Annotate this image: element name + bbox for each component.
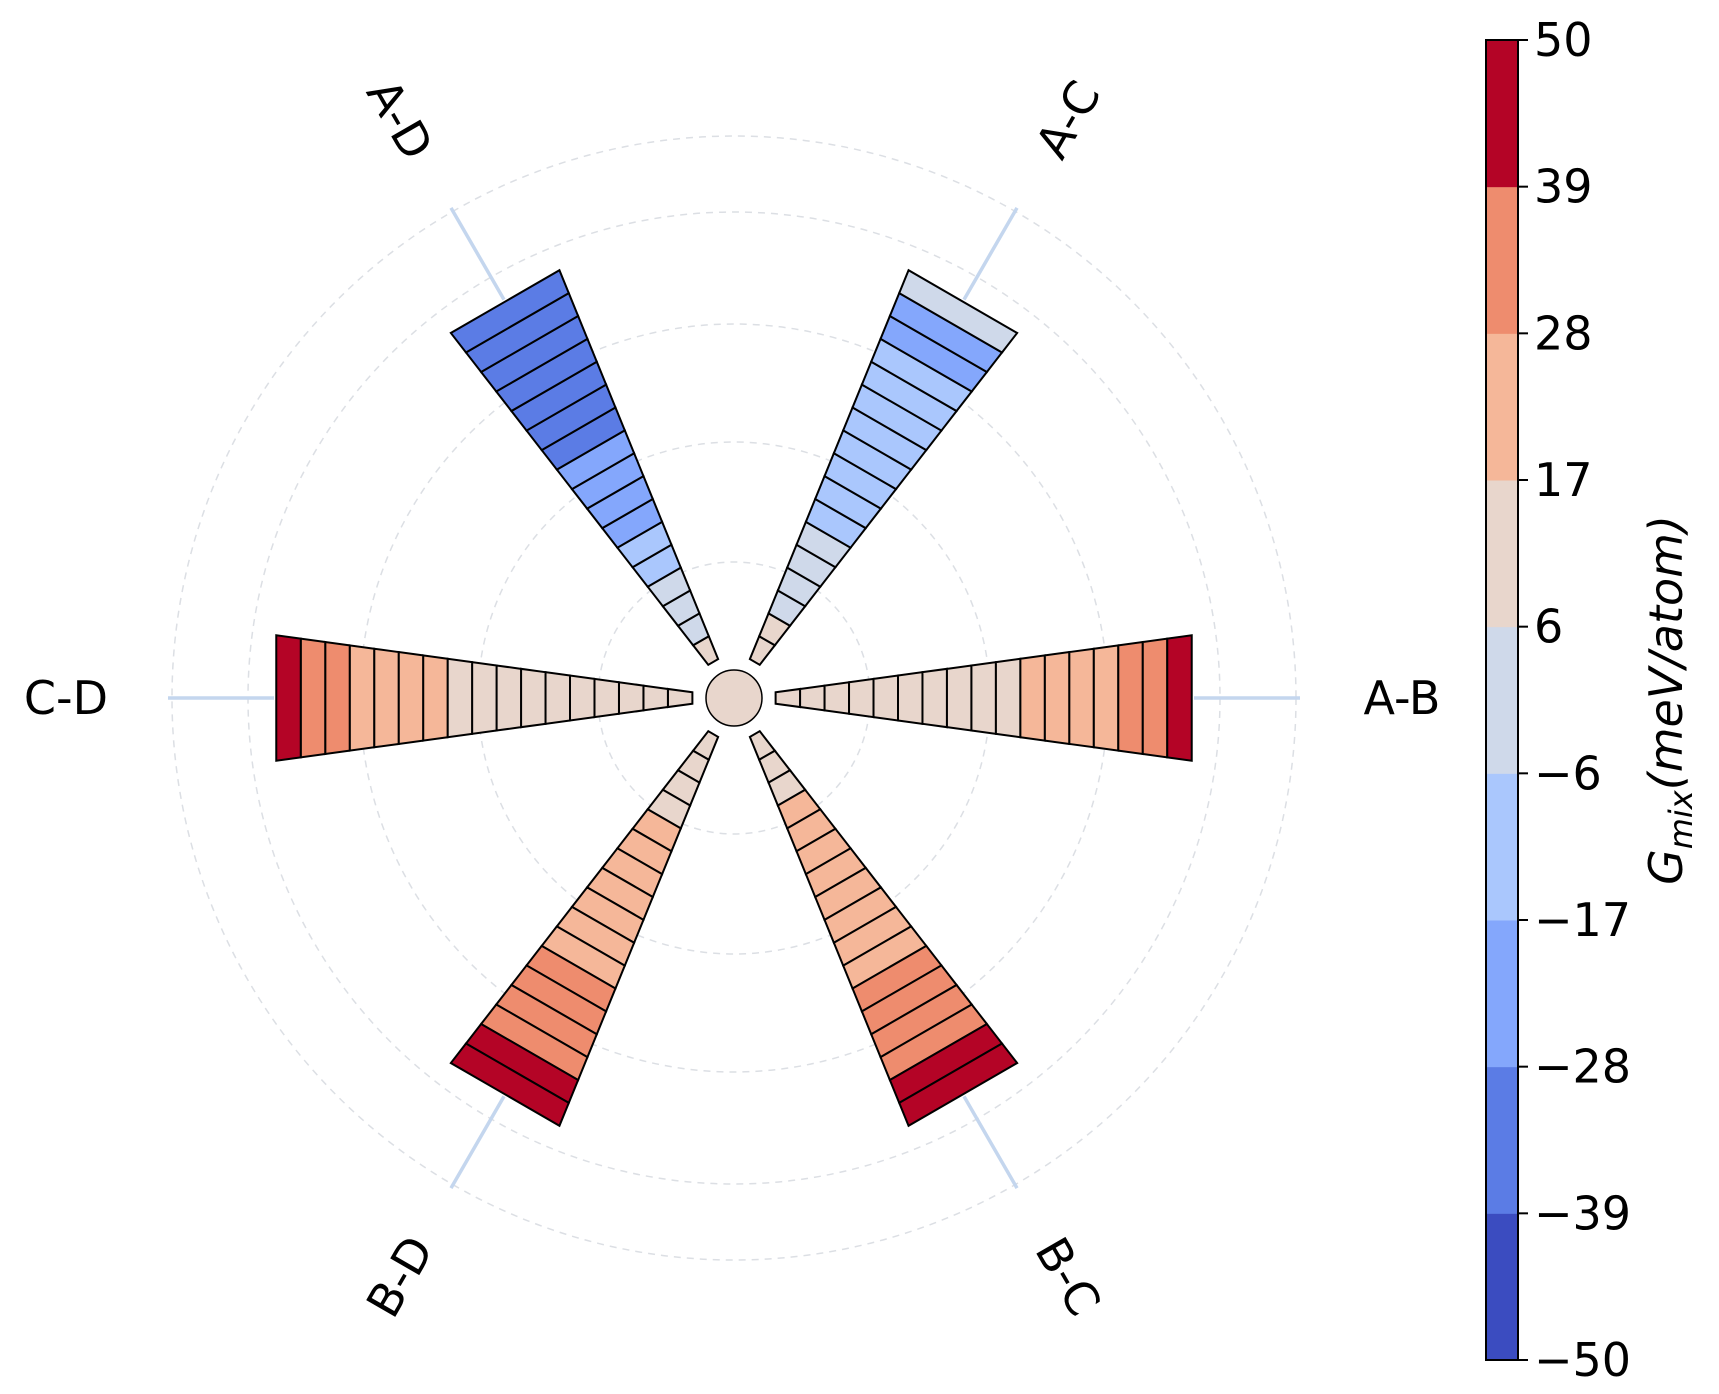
- colorbar-band: [1486, 333, 1518, 481]
- bar-segment: [897, 1042, 1019, 1128]
- bar-segment: [848, 677, 875, 719]
- pair-label: A-C: [1025, 72, 1111, 168]
- bar-B-D: [449, 729, 720, 1128]
- bar-segment: [945, 664, 973, 732]
- bar-segment: [970, 660, 997, 736]
- spoke-line: [962, 1095, 1019, 1190]
- bar-A-D: [449, 268, 720, 667]
- colorbar-tick-label: −50: [1534, 1333, 1631, 1387]
- bar-segment: [774, 687, 802, 709]
- colorbar-band: [1486, 186, 1518, 334]
- pair-label: B-C: [1025, 1228, 1112, 1325]
- bar-segment: [1117, 640, 1144, 756]
- pair-label: C-D: [24, 671, 108, 725]
- bar-B-C: [748, 729, 1019, 1128]
- bar-segment: [324, 640, 351, 756]
- colorbar-tick-label: 6: [1534, 600, 1563, 654]
- bar-segment: [449, 268, 571, 354]
- bar-segment: [897, 268, 1019, 354]
- bar-segment: [872, 674, 899, 722]
- colorbar-band: [1486, 920, 1518, 1068]
- center-disc: [705, 669, 763, 727]
- colorbar-tick-label: 17: [1534, 453, 1593, 507]
- spoke-line: [449, 1095, 506, 1190]
- colorbar-tick-label: −39: [1534, 1186, 1631, 1240]
- bar-segment: [1043, 650, 1071, 746]
- bar-segment: [799, 684, 826, 712]
- colorbar-band: [1486, 480, 1518, 628]
- bar-segment: [1092, 644, 1120, 752]
- colorbar: 50 39 28 17 6 −6 −17 −28 −39 −50 Gmix(meV/atom): [1485, 13, 1700, 1387]
- bar-segment: [823, 681, 851, 715]
- colorbar-tick-label: −17: [1534, 893, 1631, 947]
- bar-segment: [348, 644, 376, 752]
- colorbar-tick-label: 39: [1534, 160, 1593, 214]
- angular-spokes: [168, 206, 1300, 1190]
- bar-segment: [617, 681, 645, 715]
- bar-segment: [275, 634, 302, 762]
- bar-A-B: [774, 634, 1193, 762]
- bar-segment: [569, 674, 596, 722]
- colorbar-band: [1486, 773, 1518, 921]
- bar-segment: [666, 687, 694, 709]
- colorbar-ticks: 50 39 28 17 6 −6 −17 −28 −39 −50: [1518, 13, 1631, 1387]
- pair-label: B-D: [356, 1227, 445, 1326]
- bar-segment: [495, 664, 523, 732]
- pair-label: A-B: [1364, 671, 1441, 725]
- bar-segment: [642, 684, 669, 712]
- bar-segment: [1068, 647, 1095, 749]
- colorbar-title-symbol: G: [1639, 849, 1693, 885]
- bar-segment: [373, 647, 400, 749]
- colorbar-band: [1486, 626, 1518, 774]
- bar-segment: [299, 637, 327, 759]
- colorbar-tick-label: −28: [1534, 1040, 1631, 1094]
- bar-segment: [520, 667, 547, 729]
- colorbar-title-subscript: mix: [1662, 789, 1700, 849]
- colorbar-title-units: (meV/atom): [1639, 515, 1693, 790]
- pair-label: A-D: [356, 70, 444, 168]
- bar-segment: [593, 677, 620, 719]
- bar-segment: [921, 667, 948, 729]
- bar-segment: [1141, 637, 1169, 759]
- bar-segment: [449, 1042, 571, 1128]
- bar-segment: [471, 660, 498, 736]
- colorbar-band: [1486, 40, 1518, 188]
- spoke-line: [962, 206, 1019, 301]
- colorbar-band: [1486, 1066, 1518, 1214]
- bar-segment: [422, 654, 449, 742]
- bar-segment: [397, 650, 425, 746]
- bar-segment: [994, 657, 1022, 739]
- colorbar-tick-label: 28: [1534, 306, 1593, 360]
- colorbar-frame: [1485, 39, 1519, 1361]
- colorbar-tick-label: 50: [1534, 13, 1593, 67]
- spoke-line: [449, 206, 506, 301]
- bar-segment: [544, 671, 571, 725]
- bar-segment: [897, 671, 924, 725]
- bar-segment: [446, 657, 474, 739]
- bar-segment: [1019, 654, 1046, 742]
- bar-A-C: [748, 268, 1019, 667]
- bar-segment: [1166, 634, 1193, 762]
- pair-bars: [275, 268, 1193, 1128]
- colorbar-title: Gmix(meV/atom): [1639, 515, 1700, 885]
- bar-C-D: [275, 634, 694, 762]
- colorbar-tick-label: −6: [1534, 746, 1602, 800]
- colorbar-band: [1486, 1213, 1518, 1361]
- colorbar-bands: [1486, 40, 1518, 1361]
